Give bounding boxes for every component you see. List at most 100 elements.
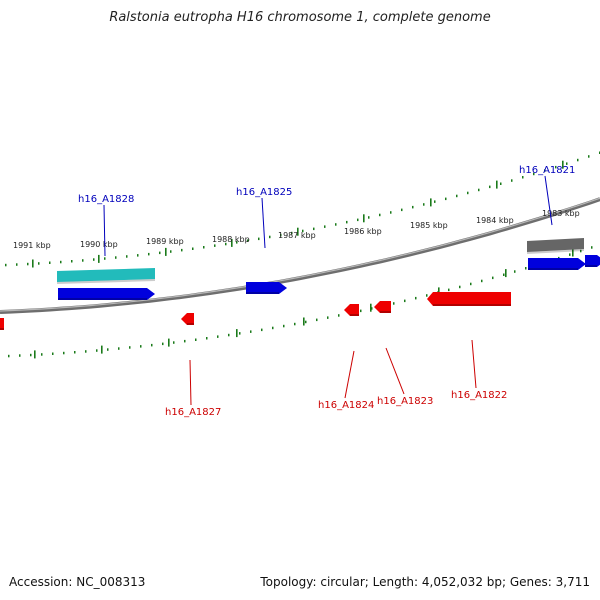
major-tick <box>496 180 498 189</box>
minor-tick <box>401 208 403 212</box>
major-tick <box>370 303 372 312</box>
minor-tick <box>423 203 425 206</box>
minor-tick <box>357 218 359 222</box>
minor-tick <box>258 237 260 241</box>
minor-tick <box>379 213 381 217</box>
minor-tick <box>30 353 32 357</box>
minor-tick <box>514 270 516 273</box>
minor-tick <box>272 326 274 330</box>
minor-tick <box>313 227 315 231</box>
major-tick <box>231 238 233 247</box>
forward-gene-partial-shade <box>585 265 597 267</box>
kbp-tick-label: 1991 kbp <box>13 241 51 250</box>
minor-tick <box>236 241 238 244</box>
minor-tick <box>181 248 183 252</box>
minor-tick <box>129 346 131 349</box>
minor-tick <box>137 254 139 257</box>
minor-tick <box>38 262 40 265</box>
minor-tick <box>522 176 524 179</box>
minor-tick <box>107 348 109 351</box>
minor-tick <box>569 253 571 256</box>
minor-tick <box>566 162 568 165</box>
minor-tick <box>217 335 219 338</box>
gray-feature-bar-shade <box>527 249 584 254</box>
minor-tick <box>511 179 513 182</box>
minor-tick <box>49 261 51 264</box>
minor-tick <box>173 341 175 344</box>
reverse-gene-h16-a1822 <box>427 292 511 306</box>
minor-tick <box>525 267 527 270</box>
minor-tick <box>148 252 150 256</box>
forward-gene-label: h16_A1828 <box>78 194 134 205</box>
gray-feature-bar <box>527 238 584 252</box>
minor-tick <box>225 242 227 246</box>
minor-tick <box>214 244 216 247</box>
kbp-tick-label: 1985 kbp <box>410 221 448 230</box>
minor-tick <box>371 307 373 310</box>
minor-tick <box>52 352 54 355</box>
reverse-gene-partial <box>0 318 4 330</box>
major-tick <box>562 160 564 169</box>
minor-tick <box>5 263 7 267</box>
minor-tick <box>412 205 414 209</box>
minor-tick <box>151 343 153 347</box>
kbp-tick-label: 1983 kbp <box>542 209 580 218</box>
reverse-gene-h16-a1827-shade <box>187 323 194 325</box>
forward-gene-h16-a1828-shade <box>58 298 147 300</box>
minor-tick <box>459 285 461 289</box>
kbp-tick-label: 1984 kbp <box>476 216 514 225</box>
reverse-gene-label: h16_A1824 <box>318 400 374 411</box>
minor-tick <box>478 188 480 192</box>
minor-tick <box>492 276 494 280</box>
tick-rings <box>5 151 600 359</box>
minor-tick <box>368 216 370 219</box>
minor-tick <box>280 233 282 237</box>
minor-tick <box>415 296 417 300</box>
minor-tick <box>335 223 337 226</box>
kbp-tick-label: 1986 kbp <box>344 227 382 236</box>
kbp-tick-label: 1990 kbp <box>80 240 118 249</box>
reverse-gene-leader-line <box>344 350 355 399</box>
minor-tick <box>206 337 208 340</box>
minor-tick <box>8 354 10 358</box>
reverse-gene-h16-a1822-shade <box>433 304 511 306</box>
minor-tick <box>467 191 469 195</box>
minor-tick <box>533 172 535 176</box>
minor-tick <box>470 282 472 286</box>
minor-tick <box>140 345 142 348</box>
minor-tick <box>316 318 318 322</box>
minor-tick <box>390 211 392 214</box>
reverse-gene-leader-line <box>385 347 405 395</box>
forward-gene-h16-a1821 <box>528 258 586 270</box>
forward-gene-h16-a1825 <box>246 282 287 294</box>
kbp-tick-label: 1989 kbp <box>146 237 184 246</box>
reverse-gene-label: h16_A1827 <box>165 407 221 418</box>
minor-tick <box>19 354 21 357</box>
forward-gene-h16-a1828 <box>58 288 155 300</box>
minor-tick <box>96 349 98 352</box>
minor-tick <box>184 339 186 343</box>
major-tick <box>572 248 574 257</box>
major-tick <box>98 254 100 263</box>
forward-gene-h16-a1825-shade <box>246 292 279 294</box>
minor-tick <box>16 263 18 266</box>
forward-gene-label: h16_A1825 <box>236 187 292 198</box>
major-tick <box>236 329 238 338</box>
minor-tick <box>126 255 128 258</box>
forward-gene-leader-line <box>103 204 106 257</box>
major-tick <box>168 338 170 347</box>
minor-tick <box>302 229 304 233</box>
minor-tick <box>324 225 326 228</box>
forward-gene-leader-line <box>261 197 266 249</box>
minor-tick <box>291 231 293 235</box>
minor-tick <box>85 350 87 353</box>
genome-summary-text: Topology: circular; Length: 4,052,032 bp… <box>260 575 590 589</box>
minor-tick <box>195 338 197 341</box>
forward-gene-label: h16_A1821 <box>519 165 575 176</box>
cyan-feature-bar-shade <box>57 279 155 284</box>
reverse-gene-label: h16_A1823 <box>377 396 433 407</box>
major-tick <box>363 214 365 223</box>
minor-tick <box>580 249 582 253</box>
major-tick <box>297 227 299 236</box>
